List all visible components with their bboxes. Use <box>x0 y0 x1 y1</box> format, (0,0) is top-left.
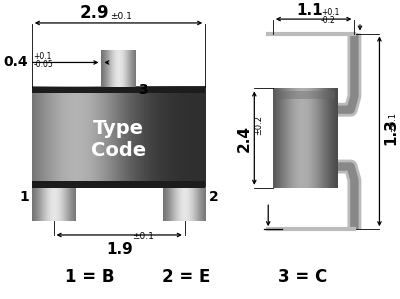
Text: 1: 1 <box>19 190 29 204</box>
Text: 3: 3 <box>138 83 148 97</box>
Text: 1.1: 1.1 <box>297 3 323 18</box>
Bar <box>32 86 205 93</box>
Text: 2.9: 2.9 <box>79 4 109 22</box>
Text: ±0.2: ±0.2 <box>254 115 264 135</box>
Text: 2.4: 2.4 <box>236 125 252 152</box>
Text: ±0.1: ±0.1 <box>132 232 154 241</box>
Bar <box>32 181 205 188</box>
Text: +0.1: +0.1 <box>34 52 52 61</box>
Text: 1 = B: 1 = B <box>64 269 114 286</box>
Text: ±0.1: ±0.1 <box>388 112 397 132</box>
Text: -0.2: -0.2 <box>321 16 336 25</box>
Text: 2 = E: 2 = E <box>162 269 211 286</box>
Text: 1.3: 1.3 <box>383 118 398 145</box>
Text: ±0.1: ±0.1 <box>110 12 132 21</box>
Text: -0.05: -0.05 <box>34 60 54 69</box>
Bar <box>276 91 335 99</box>
Text: 0.4: 0.4 <box>4 55 28 69</box>
Text: 2: 2 <box>209 190 219 204</box>
Text: 3 = C: 3 = C <box>278 269 327 286</box>
Text: +0.1: +0.1 <box>321 8 340 17</box>
Text: Type
Code: Type Code <box>91 119 146 160</box>
Text: 1.9: 1.9 <box>106 242 132 257</box>
